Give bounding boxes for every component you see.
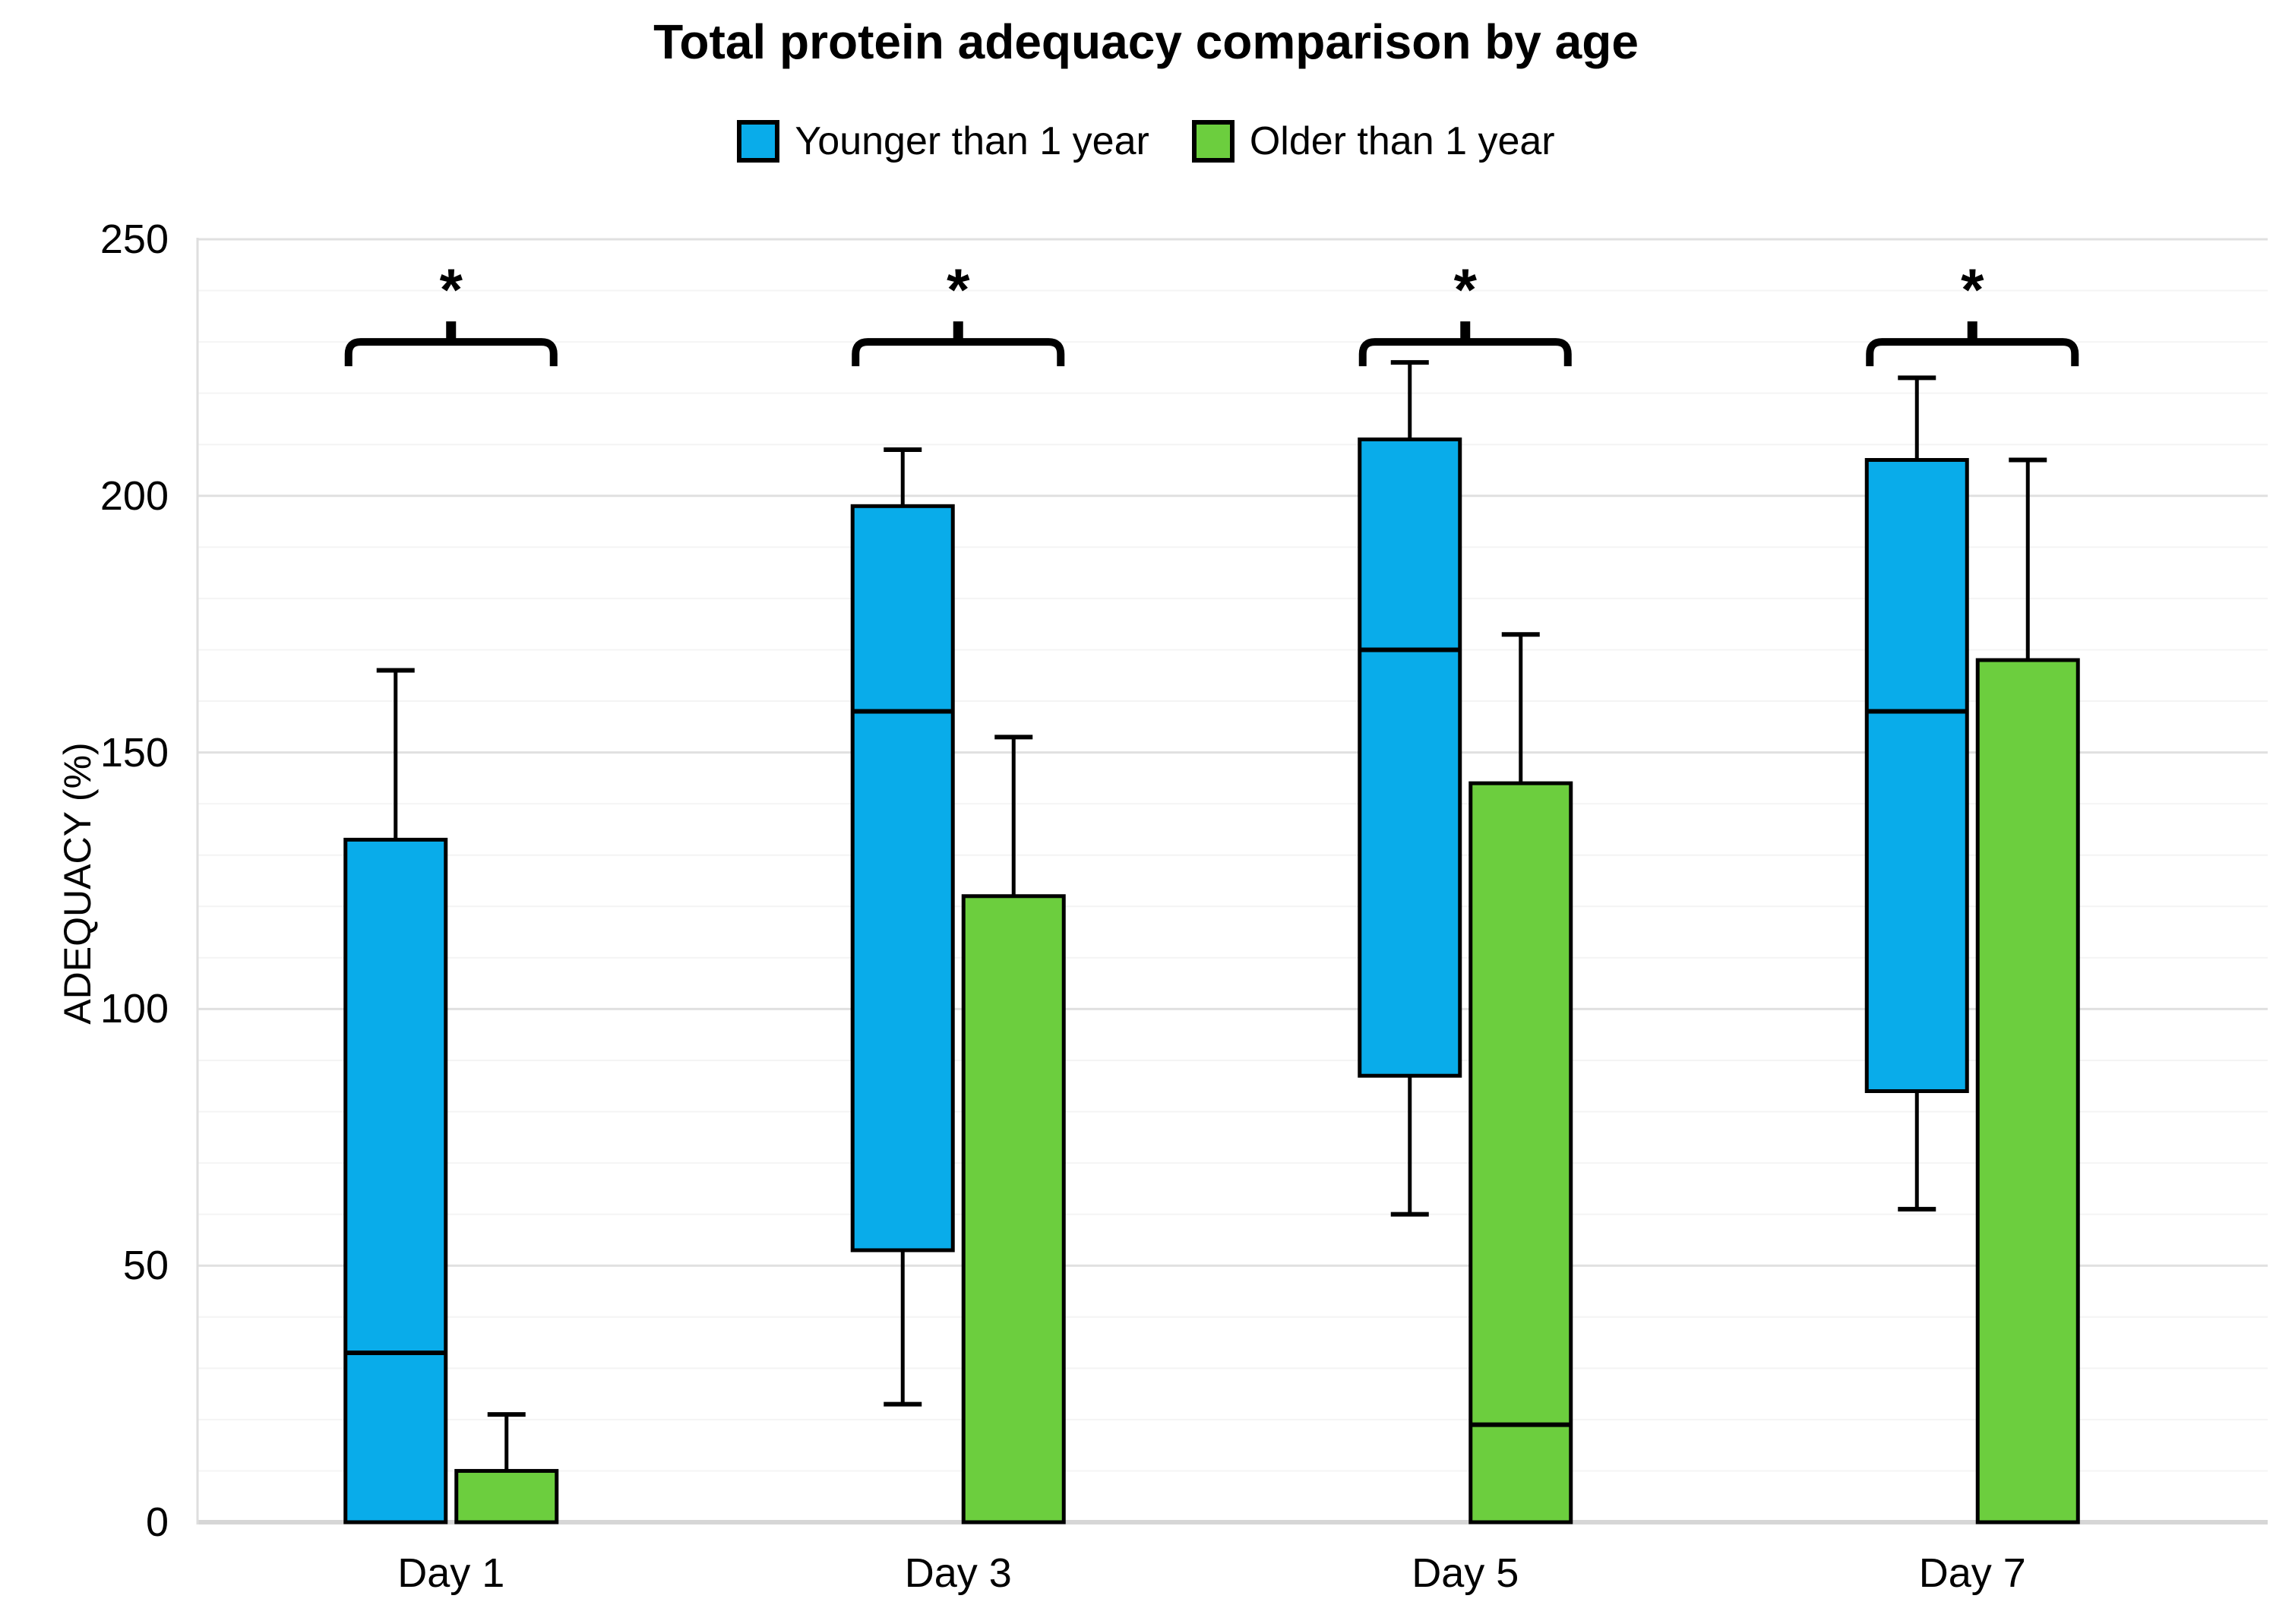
box-younger	[343, 837, 448, 1524]
box-older	[961, 894, 1066, 1524]
y-tick-label: 0	[145, 1499, 169, 1545]
legend-label: Older than 1 year	[1249, 119, 1555, 163]
significance-bracket	[344, 338, 558, 367]
blue-square-icon	[737, 120, 780, 163]
box-younger	[1864, 458, 1969, 1093]
legend-label: Younger than 1 year	[795, 119, 1149, 163]
box-younger	[1358, 437, 1462, 1078]
y-tick-label: 50	[122, 1243, 169, 1289]
y-tick-label: 200	[100, 472, 169, 519]
box-younger	[850, 504, 955, 1253]
y-tick-label: 250	[100, 216, 169, 262]
x-tick-label: Day 7	[1918, 1550, 2026, 1596]
x-tick-label: Day 3	[904, 1550, 1012, 1596]
legend-item-younger: Younger than 1 year	[737, 118, 1149, 164]
x-tick-label: Day 1	[397, 1550, 505, 1596]
significance-bracket	[852, 338, 1065, 367]
significance-asterisk: *	[439, 256, 463, 324]
chart-title: Total protein adequacy comparison by age	[653, 14, 1639, 69]
y-tick-label: 100	[100, 986, 169, 1032]
box-older	[1468, 781, 1573, 1524]
box-older	[1975, 658, 2080, 1524]
green-square-icon	[1191, 120, 1235, 163]
x-tick-label: Day 5	[1412, 1550, 1519, 1596]
legend: Younger than 1 year Older than 1 year	[0, 118, 2292, 164]
box-older	[454, 1468, 559, 1524]
significance-asterisk: *	[1961, 256, 1984, 324]
y-tick-label: 150	[100, 729, 169, 776]
significance-asterisk: *	[1453, 256, 1477, 324]
significance-asterisk: *	[947, 256, 970, 324]
significance-bracket	[1866, 338, 2079, 367]
legend-item-older: Older than 1 year	[1191, 118, 1555, 164]
